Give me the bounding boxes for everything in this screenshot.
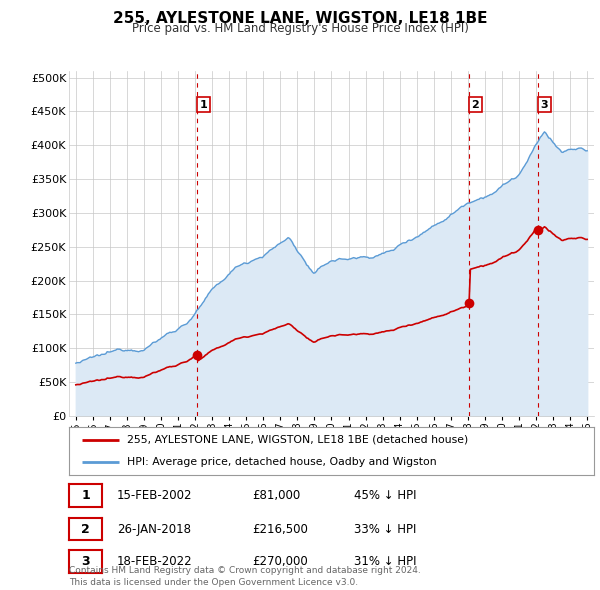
Text: 255, AYLESTONE LANE, WIGSTON, LE18 1BE (detached house): 255, AYLESTONE LANE, WIGSTON, LE18 1BE (… (127, 435, 468, 445)
Text: 1: 1 (200, 100, 208, 110)
Text: 2: 2 (81, 523, 90, 536)
Text: 255, AYLESTONE LANE, WIGSTON, LE18 1BE: 255, AYLESTONE LANE, WIGSTON, LE18 1BE (113, 11, 487, 25)
Text: 18-FEB-2022: 18-FEB-2022 (117, 555, 193, 568)
Text: 33% ↓ HPI: 33% ↓ HPI (354, 523, 416, 536)
Text: 3: 3 (541, 100, 548, 110)
Text: 31% ↓ HPI: 31% ↓ HPI (354, 555, 416, 568)
Text: Contains HM Land Registry data © Crown copyright and database right 2024.
This d: Contains HM Land Registry data © Crown c… (69, 566, 421, 587)
Text: £270,000: £270,000 (252, 555, 308, 568)
Text: £216,500: £216,500 (252, 523, 308, 536)
Text: 45% ↓ HPI: 45% ↓ HPI (354, 489, 416, 502)
Text: Price paid vs. HM Land Registry's House Price Index (HPI): Price paid vs. HM Land Registry's House … (131, 22, 469, 35)
Text: 1: 1 (81, 489, 90, 502)
Text: HPI: Average price, detached house, Oadby and Wigston: HPI: Average price, detached house, Oadb… (127, 457, 436, 467)
Text: 26-JAN-2018: 26-JAN-2018 (117, 523, 191, 536)
Text: £81,000: £81,000 (252, 489, 300, 502)
Text: 15-FEB-2002: 15-FEB-2002 (117, 489, 193, 502)
Text: 2: 2 (472, 100, 479, 110)
Text: 3: 3 (81, 555, 90, 568)
